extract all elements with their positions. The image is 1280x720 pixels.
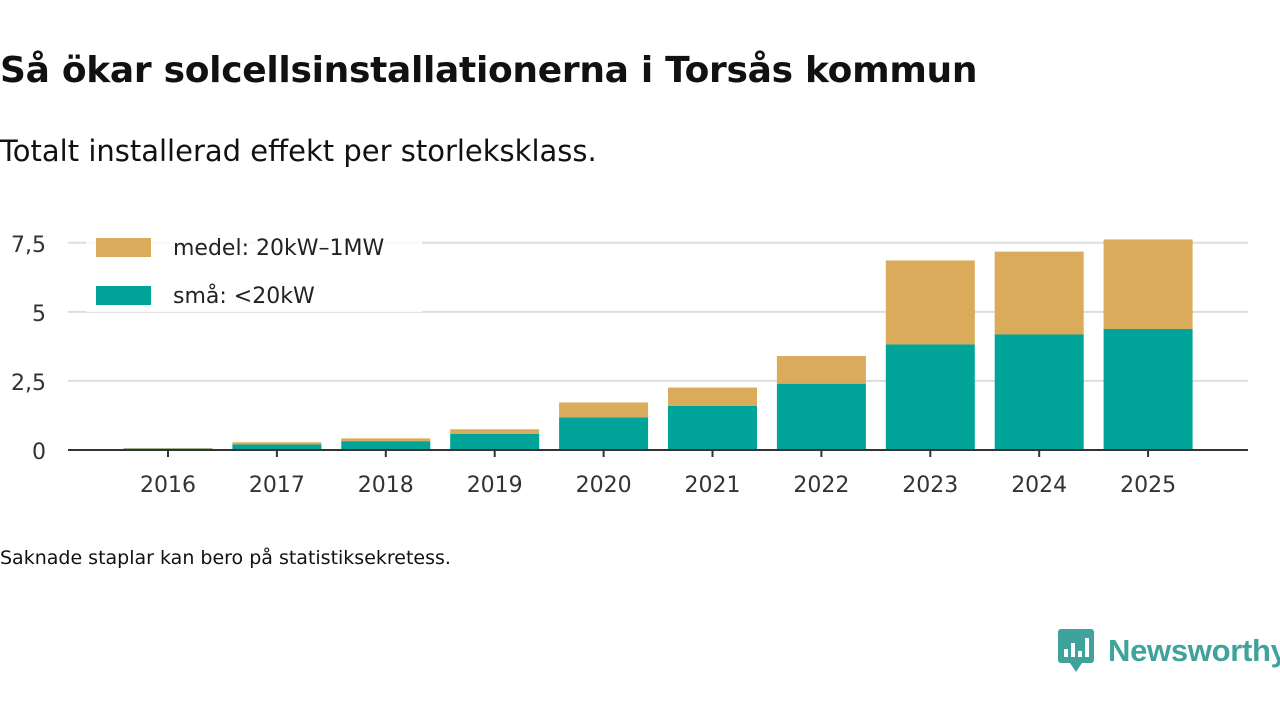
footnote: Saknade staplar kan bero på statistiksek…: [0, 547, 451, 569]
x-tick-label: 2017: [249, 473, 305, 498]
brand-name: Newsworthy: [1108, 633, 1280, 668]
x-tick-label: 2024: [1011, 473, 1067, 498]
x-tick-label: 2018: [358, 473, 414, 498]
y-tick-label: 5: [32, 302, 46, 327]
bar-small-2025: [1103, 328, 1193, 450]
y-tick-label: 2,5: [11, 371, 46, 396]
bar-small-2020: [559, 417, 649, 450]
legend-label-small: små: <20kW: [173, 283, 315, 309]
legend-swatch-medium: [96, 238, 151, 257]
bar-medium-2023: [885, 260, 975, 345]
x-tick-label: 2023: [902, 473, 958, 498]
bar-medium-2025: [1103, 239, 1193, 329]
bar-small-2023: [885, 344, 975, 450]
axes: 0 2,5 5 7,5 2016 2017 2018 2019 2020 2021 2022 2023…: [11, 233, 1248, 498]
bar-small-2019: [450, 433, 540, 450]
x-tick-label: 2016: [140, 473, 196, 498]
bar-medium-2016: [123, 448, 213, 449]
bar-medium-2021: [668, 387, 757, 406]
bar-small-2024: [994, 334, 1084, 450]
bar-medium-2019: [450, 429, 540, 434]
bar-medium-2020: [559, 402, 649, 418]
bar-medium-2022: [776, 356, 866, 384]
bar-medium-2024: [994, 251, 1084, 335]
bar-medium-2017: [232, 442, 322, 445]
chart-subtitle: Totalt installerad effekt per storlekskl…: [0, 134, 597, 168]
y-tick-label: 7,5: [11, 233, 46, 258]
legend: medel: 20kW–1MW små: <20kW: [86, 226, 422, 312]
bar-small-2021: [668, 405, 757, 450]
stacked-bar-chart: 0 2,5 5 7,5 2016 2017 2018 2019 2020 2021 2022 2023…: [11, 226, 1248, 498]
legend-label-medium: medel: 20kW–1MW: [173, 236, 384, 261]
bars: [123, 239, 1193, 450]
x-tick-label: 2019: [467, 473, 523, 498]
chart-title: Så ökar solcellsinstallationerna i Torså…: [0, 50, 978, 91]
y-tick-label: 0: [32, 440, 46, 465]
bar-small-2018: [341, 441, 431, 450]
brand-logo: Newsworthy: [1058, 628, 1280, 674]
x-tick-label: 2022: [793, 473, 849, 498]
bar-small-2017: [232, 444, 322, 450]
bar-medium-2018: [341, 438, 431, 442]
bar-small-2022: [776, 383, 866, 450]
newsworthy-logo-icon: [1058, 629, 1094, 672]
x-tick-label: 2021: [685, 473, 741, 498]
x-tick-label: 2025: [1120, 473, 1176, 498]
legend-swatch-small: [96, 286, 151, 305]
x-tick-label: 2020: [576, 473, 632, 498]
